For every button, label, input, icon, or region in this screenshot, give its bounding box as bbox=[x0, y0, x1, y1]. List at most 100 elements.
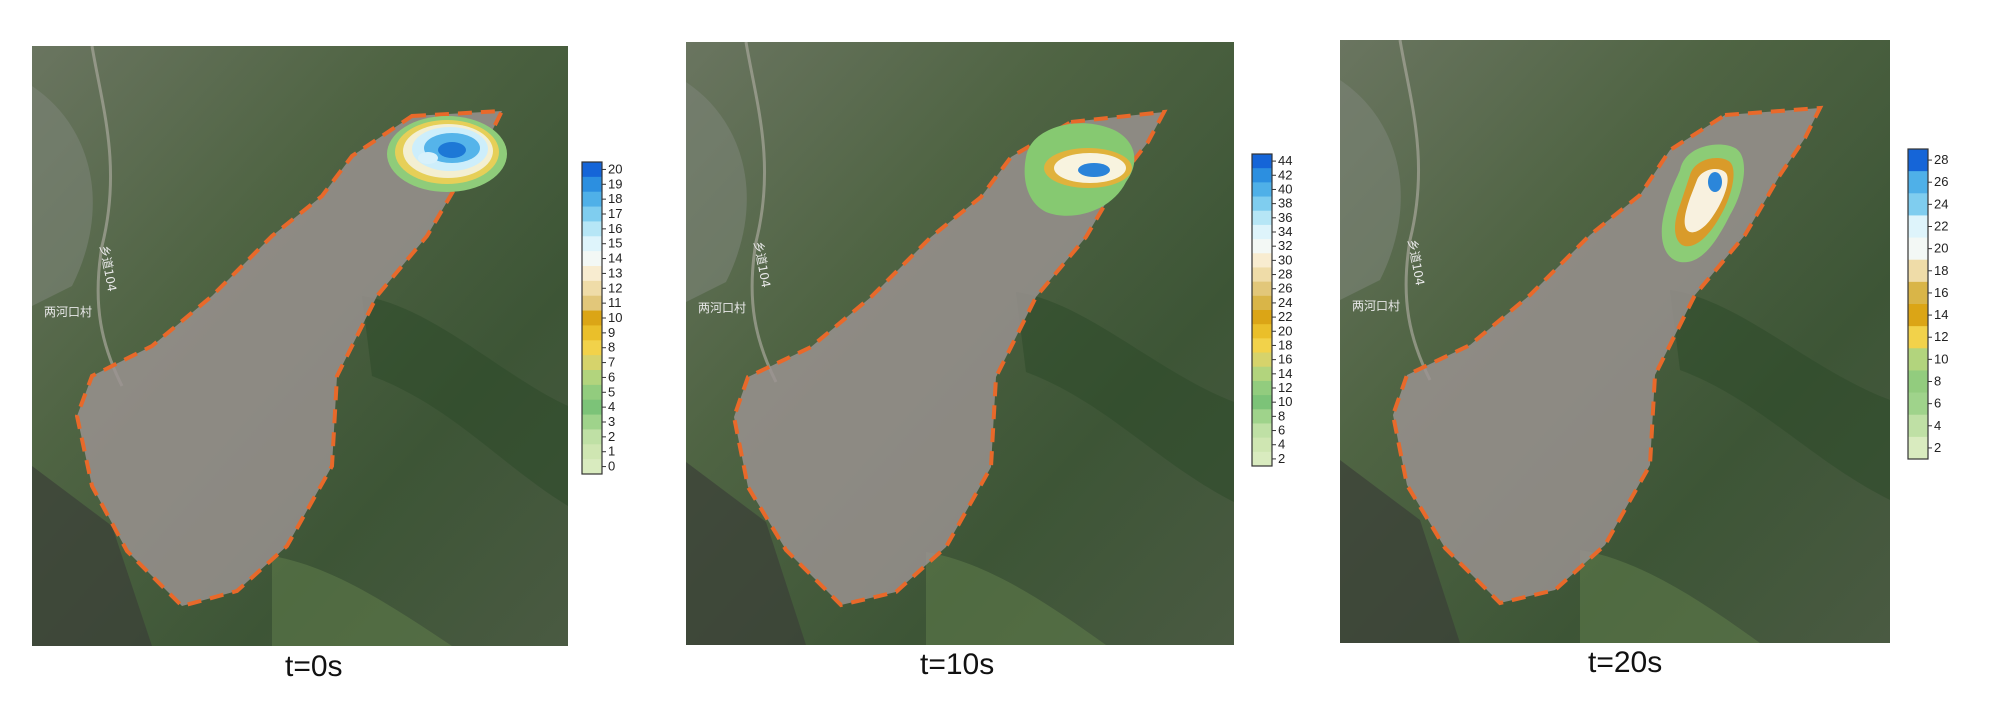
colorbar-tick-label: 10 bbox=[608, 310, 622, 325]
colorbar-swatch bbox=[582, 444, 602, 460]
caption-t0: t=0s bbox=[285, 650, 343, 683]
colorbar-swatch bbox=[582, 206, 602, 222]
colorbar-swatch bbox=[582, 162, 602, 178]
colorbar-swatch bbox=[1908, 392, 1928, 416]
colorbar-tick-label: 36 bbox=[1278, 210, 1292, 225]
colorbar-tick-label: 12 bbox=[608, 280, 622, 295]
caption-t20: t=20s bbox=[1588, 646, 1663, 679]
colorbar-tick-label: 16 bbox=[1278, 352, 1292, 367]
colorbar-swatch bbox=[1252, 154, 1272, 169]
colorbar-tick-label: 5 bbox=[608, 384, 615, 399]
colorbar-swatch bbox=[1252, 239, 1272, 254]
colorbar-swatch bbox=[582, 310, 602, 326]
colorbar-swatch bbox=[582, 295, 602, 312]
deposit-area bbox=[734, 112, 1164, 605]
colorbar-tick-label: 17 bbox=[608, 206, 622, 221]
colorbar-tick-label: 14 bbox=[1934, 307, 1948, 322]
colorbar-tick-label: 44 bbox=[1278, 153, 1292, 168]
colorbar-tick-label: 0 bbox=[608, 459, 615, 474]
colorbar-swatch bbox=[1252, 210, 1272, 226]
colorbar-tick-label: 2 bbox=[608, 429, 615, 444]
colorbar-tick-label: 7 bbox=[608, 355, 615, 370]
colorbar-tick-label: 10 bbox=[1934, 351, 1948, 366]
colorbar-tick-label: 20 bbox=[1934, 241, 1948, 256]
colorbar-swatch bbox=[1908, 215, 1928, 239]
colorbar-swatch bbox=[1252, 295, 1272, 311]
colorbar-swatch bbox=[1252, 253, 1272, 268]
colorbar-tick-label: 18 bbox=[1278, 337, 1292, 352]
colorbar-swatch bbox=[1908, 149, 1928, 172]
colorbar-swatch bbox=[1908, 304, 1928, 327]
aerial-map-t0: 两河口村 乡道104 bbox=[32, 46, 568, 646]
colorbar-frame bbox=[1907, 148, 1929, 460]
colorbar-tick-label: 42 bbox=[1278, 167, 1292, 182]
colorbar-tick-label: 8 bbox=[1278, 408, 1285, 423]
colorbar-tick-label: 9 bbox=[608, 325, 615, 340]
colorbar-tick-label: 4 bbox=[608, 399, 615, 414]
colorbar-swatch bbox=[1252, 451, 1272, 467]
colorbar-tick-label: 40 bbox=[1278, 181, 1292, 196]
colorbar-tick-label: 24 bbox=[1278, 295, 1292, 310]
colorbar-swatch bbox=[582, 251, 602, 267]
colorbar-swatch bbox=[1908, 171, 1928, 194]
colorbar-swatch bbox=[1252, 168, 1272, 183]
colorbar-tick-label: 2 bbox=[1934, 440, 1941, 455]
colorbar-swatch bbox=[1252, 281, 1272, 297]
colorbar-tick-label: 14 bbox=[608, 251, 622, 266]
colorbar-swatch bbox=[582, 459, 602, 475]
colorbar-tick-label: 34 bbox=[1278, 224, 1292, 239]
colorbar-tick-label: 4 bbox=[1278, 437, 1285, 452]
colorbar-tick-label: 11 bbox=[608, 295, 622, 310]
colorbar-frame bbox=[581, 161, 603, 475]
colorbar-swatch bbox=[1252, 324, 1272, 339]
colorbar-swatch bbox=[1252, 437, 1272, 453]
colorbar-tick-label: 22 bbox=[1934, 219, 1948, 234]
colorbar-tick-label: 16 bbox=[608, 221, 622, 236]
colorbar-tick-label: 28 bbox=[1278, 267, 1292, 282]
colorbar-swatch bbox=[582, 429, 602, 445]
aerial-map-t20: 两河口村 乡道104 bbox=[1340, 40, 1890, 643]
thickness-field bbox=[1024, 123, 1135, 216]
colorbar-swatch bbox=[1908, 237, 1928, 261]
colorbar-swatch bbox=[1908, 259, 1928, 283]
colorbar-tick-label: 28 bbox=[1934, 152, 1948, 167]
colorbar-swatch bbox=[1252, 366, 1272, 382]
colorbar-tick-label: 3 bbox=[608, 414, 615, 429]
colorbar-tick-label: 2 bbox=[1278, 451, 1285, 466]
colorbar-tick-label: 38 bbox=[1278, 196, 1292, 211]
colorbar-tick-label: 24 bbox=[1934, 196, 1948, 211]
colorbar-swatch bbox=[582, 236, 602, 252]
colorbar-tick-label: 26 bbox=[1934, 174, 1948, 189]
colorbar-swatch bbox=[1252, 267, 1272, 283]
colorbar-swatch bbox=[582, 176, 602, 193]
place-label-village: 两河口村 bbox=[44, 305, 92, 319]
panel-t0: 两河口村 乡道104 bbox=[32, 46, 572, 646]
colorbar-swatch bbox=[1252, 395, 1272, 410]
landslide-outline bbox=[1390, 105, 1824, 606]
colorbar-swatch bbox=[1908, 348, 1928, 371]
colorbar-swatch bbox=[1908, 326, 1928, 349]
colorbar-swatch bbox=[1252, 310, 1272, 325]
colorbar-tick-label: 12 bbox=[1934, 329, 1948, 344]
thickness-field bbox=[1661, 144, 1745, 263]
colorbar-swatch bbox=[1252, 182, 1272, 198]
colorbar-tick-label: 22 bbox=[1278, 309, 1292, 324]
colorbar-swatch bbox=[582, 325, 602, 341]
colorbar-swatch bbox=[582, 370, 602, 386]
caption-t10: t=10s bbox=[920, 648, 995, 681]
colorbar-tick-label: 10 bbox=[1278, 394, 1292, 409]
colorbar-tick-label: 32 bbox=[1278, 238, 1292, 253]
colorbar-swatch bbox=[582, 414, 602, 430]
colorbar-tick-label: 15 bbox=[608, 236, 622, 251]
place-label-village: 两河口村 bbox=[1352, 299, 1400, 313]
colorbar-frame bbox=[1251, 153, 1273, 467]
colorbar-swatch bbox=[1252, 224, 1272, 240]
colorbar-swatch bbox=[1908, 414, 1928, 438]
deposit-area bbox=[77, 111, 502, 606]
colorbar-tick-label: 8 bbox=[608, 340, 615, 355]
colorbar-tick-label: 14 bbox=[1278, 366, 1292, 381]
colorbar-swatch bbox=[582, 399, 602, 416]
colorbar-swatch bbox=[582, 384, 602, 401]
